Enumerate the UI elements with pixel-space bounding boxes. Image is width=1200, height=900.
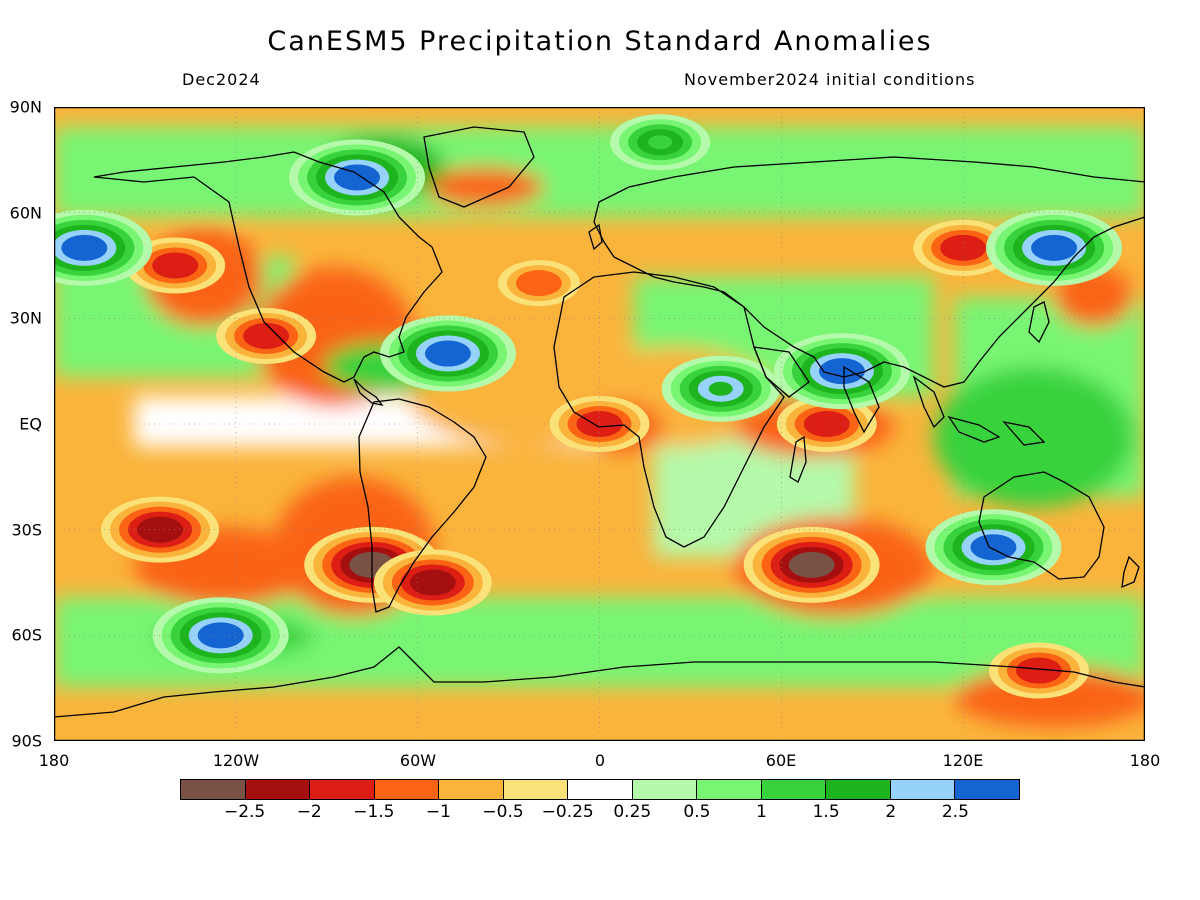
colorbar-swatch-5 — [503, 780, 569, 799]
colorbar-swatch-9 — [761, 780, 827, 799]
lon-label-120w: 120W — [212, 751, 260, 770]
lat-label-30s: 30S — [11, 520, 42, 540]
colorbar-swatch-3 — [374, 780, 440, 799]
lat-label-60n: 60N — [9, 203, 42, 223]
colorbar-label-7: 0.5 — [683, 802, 711, 822]
anomaly-patch-2-core — [148, 522, 173, 537]
anomaly-patch-14-core — [981, 540, 1006, 555]
lat-lon-grid — [54, 107, 1145, 741]
colorbar-label-10: 2 — [885, 802, 897, 822]
map-plot-area — [54, 107, 1145, 741]
colorbar-label-8: 1 — [756, 802, 767, 822]
colorbar-label-11: 2.5 — [941, 802, 969, 822]
anomaly-patch-13-core — [1042, 240, 1067, 255]
valid-month-label: Dec2024 — [182, 70, 261, 89]
lat-label-90n: 90N — [9, 97, 42, 117]
lat-label-eq: EQ — [19, 414, 42, 434]
anomaly-patch-10-core — [345, 170, 370, 185]
initial-conditions-label: November2024 initial conditions — [684, 70, 976, 89]
colorbar-swatch-6 — [568, 780, 633, 799]
lon-label-0: 0 — [594, 751, 606, 770]
anomaly-patch-16-core — [435, 346, 460, 361]
lon-label-60e: 60E — [765, 751, 797, 770]
colorbar-label-9: 1.5 — [812, 802, 840, 822]
colorbar-swatch-12 — [955, 780, 1019, 799]
colorbar-label-4: −0.5 — [482, 802, 524, 822]
lat-label-30n: 30N — [9, 308, 42, 328]
colorbar-label-5: −0.25 — [541, 802, 594, 822]
lon-label-60w: 60W — [399, 751, 437, 770]
colorbar-swatch-2 — [310, 780, 375, 799]
colorbar-swatch-8 — [697, 780, 762, 799]
colorbar-swatch-1 — [245, 780, 311, 799]
anomaly-patch-9-core — [1026, 663, 1051, 678]
colorbar — [180, 779, 1020, 800]
colorbar-label-3: −1 — [425, 802, 451, 822]
colorbar-swatch-10 — [826, 780, 891, 799]
anomaly-extremes — [54, 114, 1123, 699]
coastlines — [54, 126, 1145, 718]
anomaly-patch-4-core — [814, 417, 839, 431]
lat-label-90s: 90S — [11, 731, 42, 751]
colorbar-swatch-11 — [890, 780, 956, 799]
anomaly-patch-1-core — [799, 557, 824, 572]
anomaly-patch-17-core — [708, 381, 733, 396]
anomaly-patch-11-core — [72, 240, 97, 255]
map-frame — [54, 107, 1145, 741]
lon-label-120e: 120E — [942, 751, 984, 770]
anomaly-patch-7-core — [163, 258, 188, 273]
colorbar-swatch-4 — [439, 780, 504, 799]
anomaly-patch-15-core — [208, 628, 233, 643]
map-title: CanESM5 Precipitation Standard Anomalies — [267, 26, 933, 57]
colorbar-label-2: −1.5 — [353, 802, 395, 822]
anomaly-patch-18-core — [648, 135, 673, 150]
colorbar-swatch-7 — [632, 780, 698, 799]
anomaly-patch-6-core — [254, 328, 279, 343]
lon-label-180e: 180 — [1129, 751, 1161, 770]
colorbar-label-6: 0.25 — [613, 802, 652, 822]
lon-label-180w: 180 — [38, 751, 70, 770]
lat-label-60s: 60S — [11, 625, 42, 645]
anomaly-patch-3-core — [420, 575, 445, 590]
anomaly-patch-19-core — [526, 276, 551, 291]
colorbar-swatch-0 — [181, 780, 246, 799]
anomaly-map — [54, 107, 1145, 741]
colorbar-label-1: −2 — [296, 802, 322, 822]
colorbar-label-0: −2.5 — [223, 802, 266, 822]
